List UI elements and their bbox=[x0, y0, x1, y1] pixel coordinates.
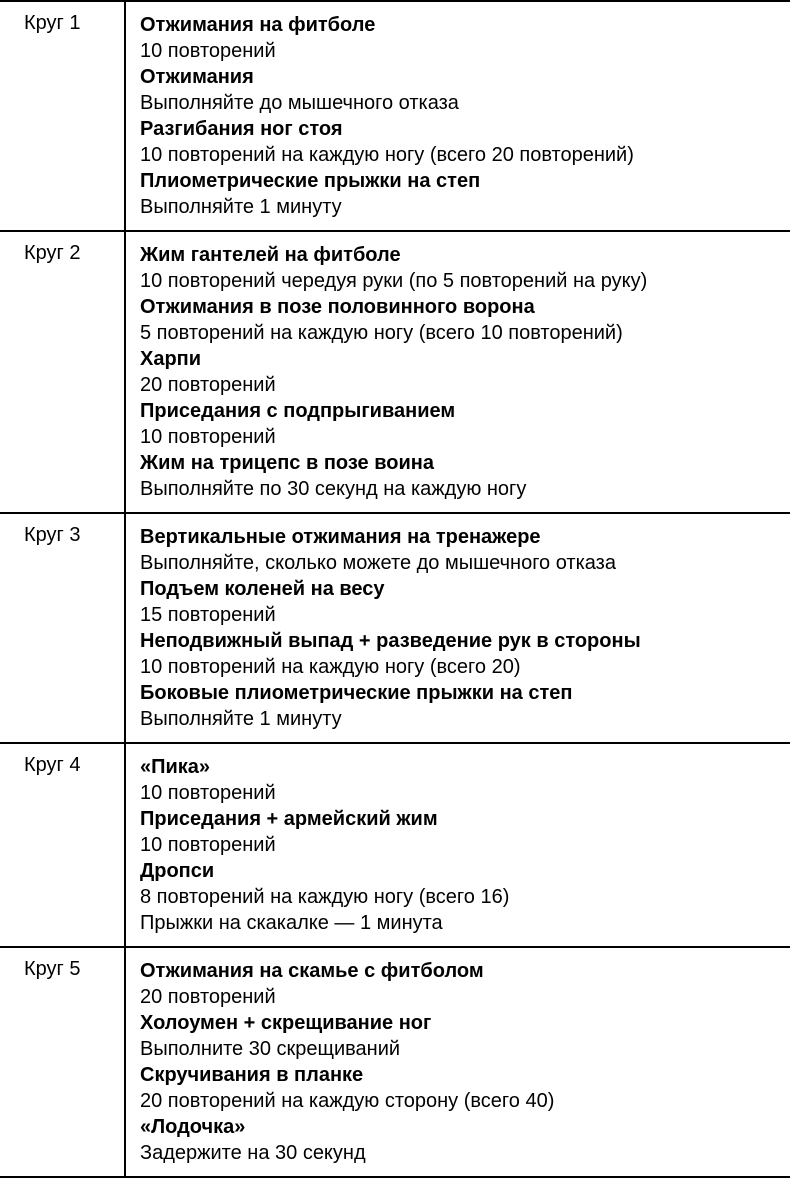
exercise-name: Дропси bbox=[140, 858, 774, 884]
workout-table: Круг 1Отжимания на фитболе10 повторенийО… bbox=[0, 0, 790, 1178]
exercise-name: Неподвижный выпад + разведение рук в сто… bbox=[140, 628, 774, 654]
exercise-desc: 10 повторений bbox=[140, 38, 774, 64]
table-row: Круг 5Отжимания на скамье с фитболом20 п… bbox=[0, 946, 790, 1178]
exercise-desc: 10 повторений bbox=[140, 832, 774, 858]
exercise-name: Харпи bbox=[140, 346, 774, 372]
round-label: Круг 1 bbox=[0, 2, 126, 230]
exercise-name: Разгибания ног стоя bbox=[140, 116, 774, 142]
exercise-desc: 20 повторений bbox=[140, 984, 774, 1010]
exercise-name: Подъем коленей на весу bbox=[140, 576, 774, 602]
exercise-desc: Выполняйте по 30 секунд на каждую ногу bbox=[140, 476, 774, 502]
exercise-desc: Выполняйте до мышечного отказа bbox=[140, 90, 774, 116]
exercise-desc: Выполняйте, сколько можете до мышечного … bbox=[140, 550, 774, 576]
exercise-name: Скручивания в планке bbox=[140, 1062, 774, 1088]
exercise-name: Приседания с подпрыгиванием bbox=[140, 398, 774, 424]
table-row: Круг 4«Пика»10 повторенийПриседания + ар… bbox=[0, 742, 790, 946]
exercise-name: Отжимания bbox=[140, 64, 774, 90]
exercise-desc: 10 повторений bbox=[140, 780, 774, 806]
exercise-name: Плиометрические прыжки на степ bbox=[140, 168, 774, 194]
table-row: Круг 1Отжимания на фитболе10 повторенийО… bbox=[0, 0, 790, 230]
exercise-desc: 8 повторений на каждую ногу (всего 16) bbox=[140, 884, 774, 910]
round-content: Жим гантелей на фитболе10 повторений чер… bbox=[126, 232, 790, 512]
exercise-name: Отжимания на фитболе bbox=[140, 12, 774, 38]
exercise-name: Отжимания в позе половинного ворона bbox=[140, 294, 774, 320]
exercise-name: «Пика» bbox=[140, 754, 774, 780]
round-content: «Пика»10 повторенийПриседания + армейски… bbox=[126, 744, 790, 946]
round-label: Круг 5 bbox=[0, 948, 126, 1176]
exercise-name: «Лодочка» bbox=[140, 1114, 774, 1140]
exercise-desc: 5 повторений на каждую ногу (всего 10 по… bbox=[140, 320, 774, 346]
round-label: Круг 3 bbox=[0, 514, 126, 742]
exercise-desc: Выполняйте 1 минуту bbox=[140, 194, 774, 220]
exercise-name: Приседания + армейский жим bbox=[140, 806, 774, 832]
round-label: Круг 2 bbox=[0, 232, 126, 512]
round-content: Отжимания на фитболе10 повторенийОтжиман… bbox=[126, 2, 790, 230]
exercise-name: Боковые плиометрические прыжки на степ bbox=[140, 680, 774, 706]
exercise-desc: 15 повторений bbox=[140, 602, 774, 628]
exercise-name: Жим на трицепс в позе воина bbox=[140, 450, 774, 476]
exercise-name: Отжимания на скамье с фитболом bbox=[140, 958, 774, 984]
exercise-desc: 10 повторений чередуя руки (по 5 повторе… bbox=[140, 268, 774, 294]
round-content: Вертикальные отжимания на тренажереВыпол… bbox=[126, 514, 790, 742]
table-row: Круг 2Жим гантелей на фитболе10 повторен… bbox=[0, 230, 790, 512]
table-row: Круг 3Вертикальные отжимания на тренажер… bbox=[0, 512, 790, 742]
exercise-name: Холоумен + скрещивание ног bbox=[140, 1010, 774, 1036]
exercise-desc: 10 повторений на каждую ногу (всего 20 п… bbox=[140, 142, 774, 168]
exercise-desc: 10 повторений bbox=[140, 424, 774, 450]
exercise-desc: Выполняйте 1 минуту bbox=[140, 706, 774, 732]
exercise-desc: 10 повторений на каждую ногу (всего 20) bbox=[140, 654, 774, 680]
exercise-desc: 20 повторений bbox=[140, 372, 774, 398]
extra-line: Прыжки на скакалке — 1 минута bbox=[140, 910, 774, 936]
exercise-name: Жим гантелей на фитболе bbox=[140, 242, 774, 268]
exercise-name: Вертикальные отжимания на тренажере bbox=[140, 524, 774, 550]
round-label: Круг 4 bbox=[0, 744, 126, 946]
round-content: Отжимания на скамье с фитболом20 повторе… bbox=[126, 948, 790, 1176]
exercise-desc: Выполните 30 скрещиваний bbox=[140, 1036, 774, 1062]
exercise-desc: Задержите на 30 секунд bbox=[140, 1140, 774, 1166]
exercise-desc: 20 повторений на каждую сторону (всего 4… bbox=[140, 1088, 774, 1114]
